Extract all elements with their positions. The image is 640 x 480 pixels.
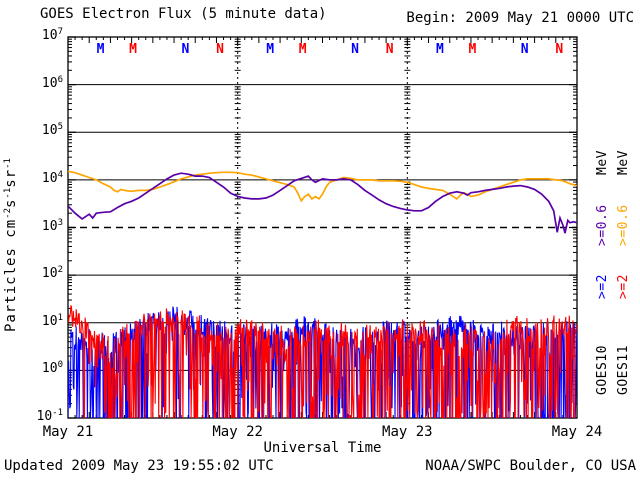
page-title: GOES Electron Flux (5 minute data) [40, 6, 327, 22]
satellite-marker-letter: M [266, 42, 274, 57]
legend-goes11-ge2-label: >=2 [616, 274, 631, 299]
satellite-marker-letter: N [181, 42, 189, 57]
x-tick-label: May 21 [42, 424, 94, 440]
satellite-marker-letter: N [555, 42, 563, 57]
satellite-marker-letter: M [436, 42, 444, 57]
x-tick-label: May 23 [382, 424, 433, 440]
y-tick-label: 107 [41, 27, 63, 43]
satellite-marker-letter: M [468, 42, 476, 57]
y-tick-label: 104 [41, 169, 63, 186]
series-line-goes11-0-6-mev [68, 170, 577, 203]
updated-timestamp: Updated 2009 May 23 19:55:02 UTC [4, 458, 274, 474]
x-axis-title: Universal Time [263, 440, 382, 456]
legend-goes10-ge2-label: >=2 [595, 274, 610, 299]
legend-goes10-mev-label: MeV [595, 150, 610, 175]
legend-goes11-mev-label: MeV [616, 150, 631, 175]
y-tick-label: 100 [41, 360, 63, 377]
begin-time-label: Begin: 2009 May 21 0000 UTC [406, 10, 634, 26]
legend-goes11-ge06-label: >=0.6 [616, 204, 631, 246]
y-tick-label: 101 [41, 312, 63, 329]
x-tick-label: May 22 [212, 424, 263, 440]
y-tick-label: 105 [41, 122, 63, 139]
satellite-marker-letter: M [299, 42, 307, 57]
legend-goes11-label: GOES11 [616, 345, 631, 395]
y-tick-label: 106 [41, 74, 63, 91]
satellite-marker-letter: N [521, 42, 529, 57]
satellite-marker-letter: N [386, 42, 394, 57]
series-line-goes10-0-6-mev [68, 172, 577, 234]
y-tick-label: 103 [41, 217, 63, 234]
y-tick-label: 10-1 [36, 408, 64, 424]
satellite-marker-letter: M [129, 42, 137, 57]
credit-label: NOAA/SWPC Boulder, CO USA [425, 458, 636, 474]
satellite-marker-letter: M [97, 42, 105, 57]
satellite-marker-letter: N [216, 42, 224, 57]
satellite-marker-letter: N [351, 42, 359, 57]
legend-goes10-label: GOES10 [595, 345, 610, 395]
legend-goes10-ge06-label: >=0.6 [595, 204, 610, 246]
x-tick-label: May 24 [551, 424, 603, 440]
y-tick-label: 102 [41, 265, 63, 282]
series-line-goes11-2-mev [68, 305, 577, 418]
